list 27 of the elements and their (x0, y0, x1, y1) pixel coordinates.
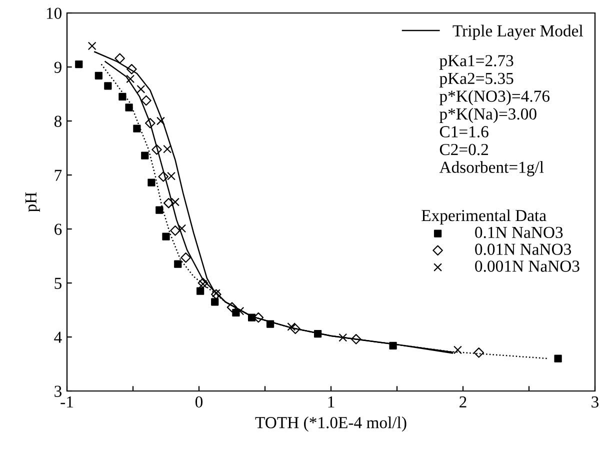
y-tick-label: 7 (54, 170, 62, 181)
x-tick-label: 2 (460, 396, 466, 408)
annotation: p*K(NO3)=4.76 (440, 90, 550, 106)
y-tick-label: 8 (54, 116, 62, 127)
y-tick-label: 5 (54, 278, 62, 289)
x-tick-label: 3 (592, 396, 599, 408)
legend-label: 0.1N NaNO3 (475, 226, 563, 238)
annotation: Adsorbent=1g/l (439, 161, 544, 176)
legend-label: 0.01N NaNO3 (475, 244, 572, 256)
x-tick-label: 0 (195, 396, 203, 408)
x-tick-label: 1 (328, 396, 334, 408)
legend-title: Experimental Data (422, 209, 546, 225)
x-tick-label: -1 (60, 396, 73, 408)
y-tick-label: 4 (54, 332, 62, 343)
annotation: p*K(Na)=3.00 (440, 108, 536, 123)
annotation: pKa1=2.73 (440, 55, 514, 70)
y-axis-title: pH (25, 192, 40, 212)
y-tick-label: 10 (46, 8, 62, 19)
annotation: pKa2=5.35 (440, 72, 514, 88)
annotation: C2=0.2 (440, 144, 488, 156)
x-axis-title: TOTH (*1.0E-4 mol/l) (255, 416, 406, 432)
legend-label: 0.001N NaNO3 (475, 260, 580, 272)
y-tick-label: 9 (54, 62, 62, 73)
y-tick-label: 6 (54, 224, 62, 235)
y-tick-label: 3 (54, 386, 62, 397)
annotation: C1=1.6 (440, 126, 488, 138)
legend-label: Triple Layer Model (452, 24, 583, 40)
